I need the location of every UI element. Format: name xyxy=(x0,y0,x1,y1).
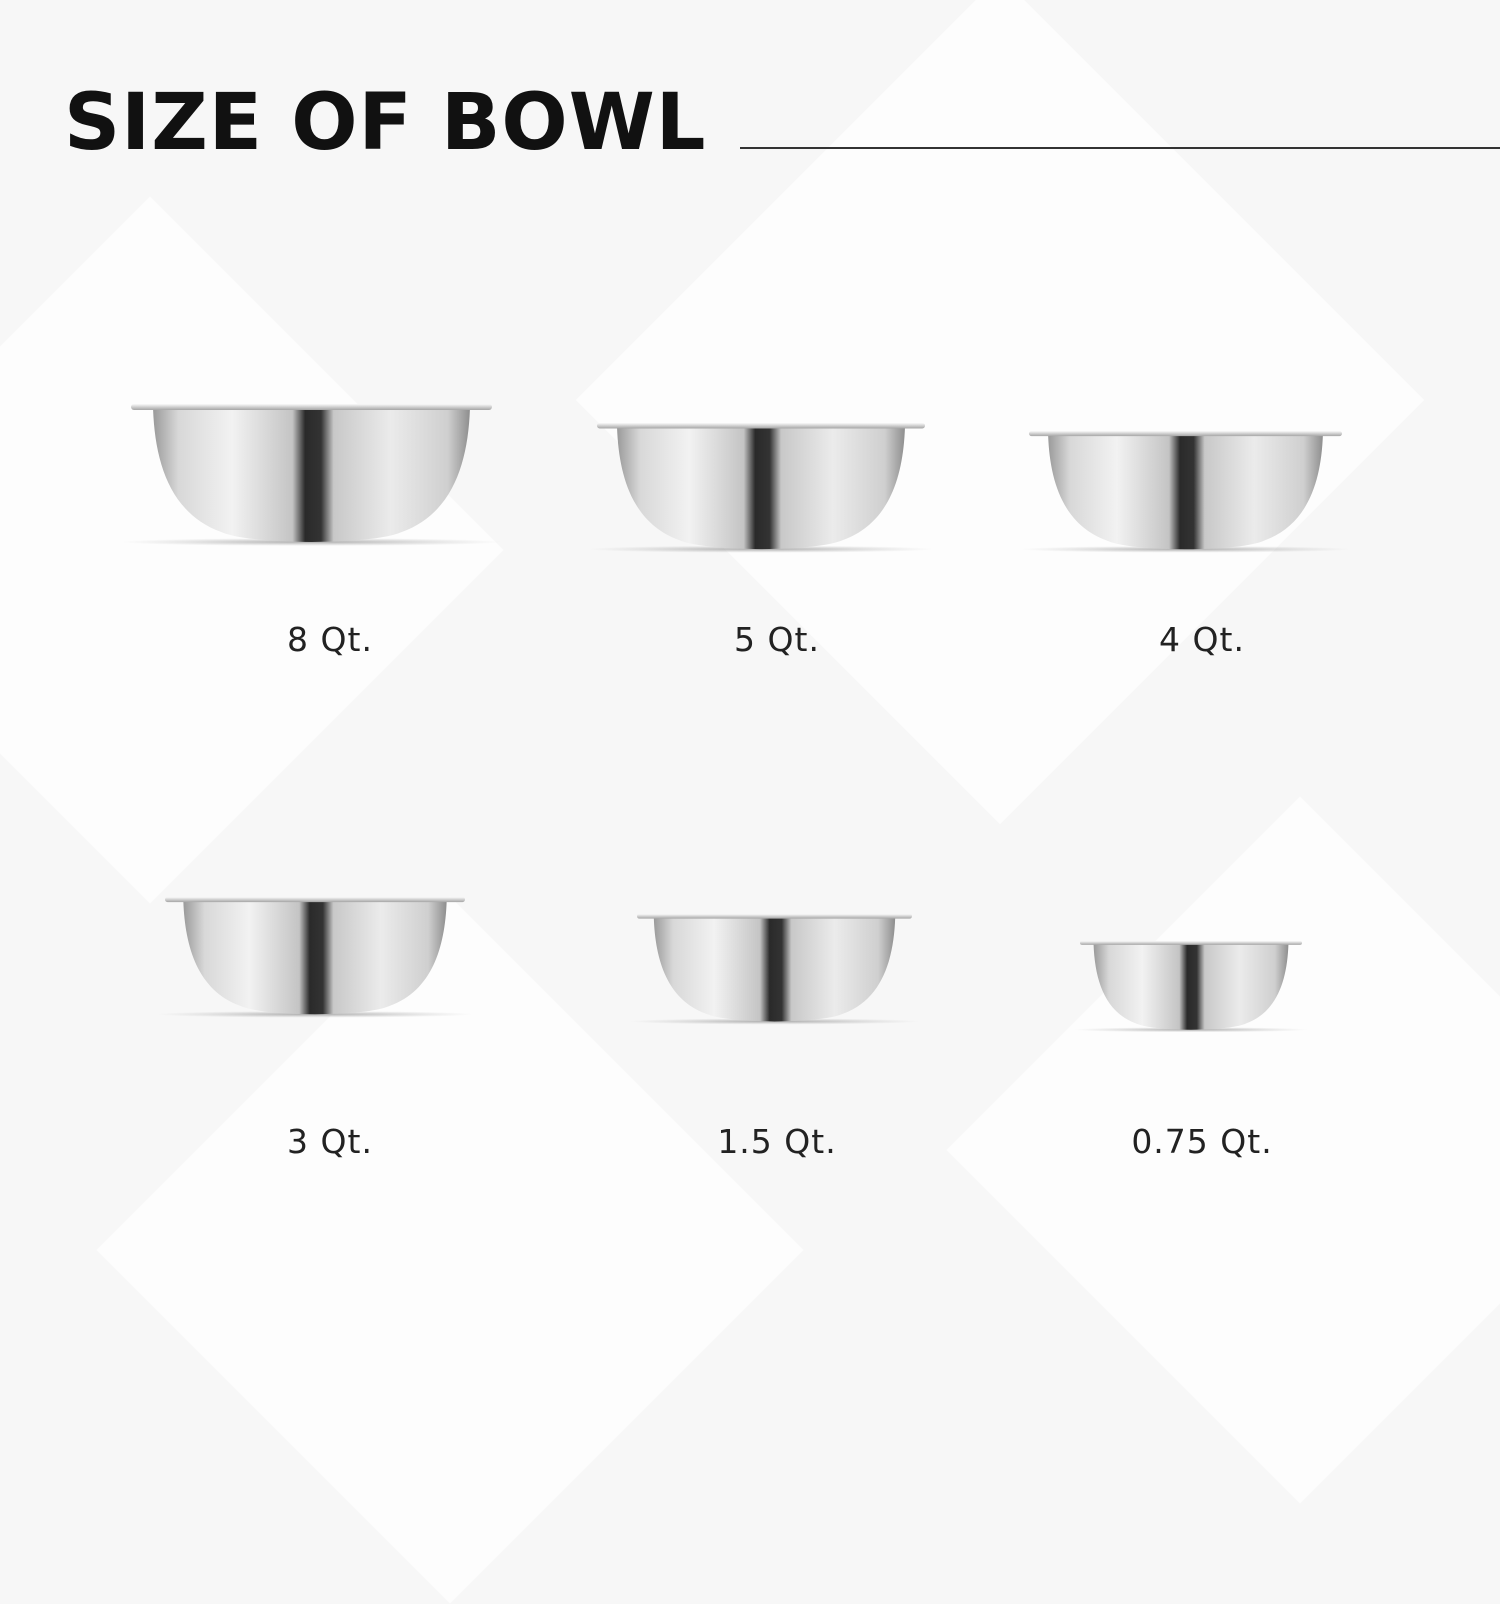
bowl-size-label: 5 Qt. xyxy=(734,620,820,659)
bowl-size-label: 4 Qt. xyxy=(1159,620,1245,659)
page-title: SIZE OF BOWL xyxy=(64,78,707,168)
bowl-body xyxy=(653,917,896,1022)
bowl-rim xyxy=(597,423,925,429)
bowl-shadow xyxy=(629,1018,920,1025)
bowl-5-qt xyxy=(587,423,935,553)
bowl-body xyxy=(153,409,470,542)
bowl-size-label: 0.75 Qt. xyxy=(1131,1122,1273,1161)
bowl-0-75-qt xyxy=(1073,941,1309,1033)
bowl-3-qt xyxy=(156,897,474,1018)
bowl-rim xyxy=(1080,941,1302,945)
bowl-rim xyxy=(637,914,912,919)
background-pattern xyxy=(0,196,504,904)
bowl-shadow xyxy=(156,1010,474,1018)
bowl-size-label: 3 Qt. xyxy=(287,1122,373,1161)
bowl-body xyxy=(1093,944,1289,1030)
bowl-1-5-qt xyxy=(629,914,920,1025)
title-divider xyxy=(740,147,1500,149)
bowl-rim xyxy=(131,404,492,410)
bowl-body xyxy=(617,427,905,550)
bowl-body xyxy=(1048,435,1323,550)
bowl-4-qt xyxy=(1020,431,1351,553)
bowl-8-qt xyxy=(120,404,503,546)
bowl-body xyxy=(183,901,447,1015)
bowl-size-label: 1.5 Qt. xyxy=(717,1122,837,1161)
bowl-shadow xyxy=(1073,1027,1309,1033)
bowl-rim xyxy=(165,897,465,903)
bowl-size-label: 8 Qt. xyxy=(287,620,373,659)
bowl-rim xyxy=(1029,431,1342,437)
